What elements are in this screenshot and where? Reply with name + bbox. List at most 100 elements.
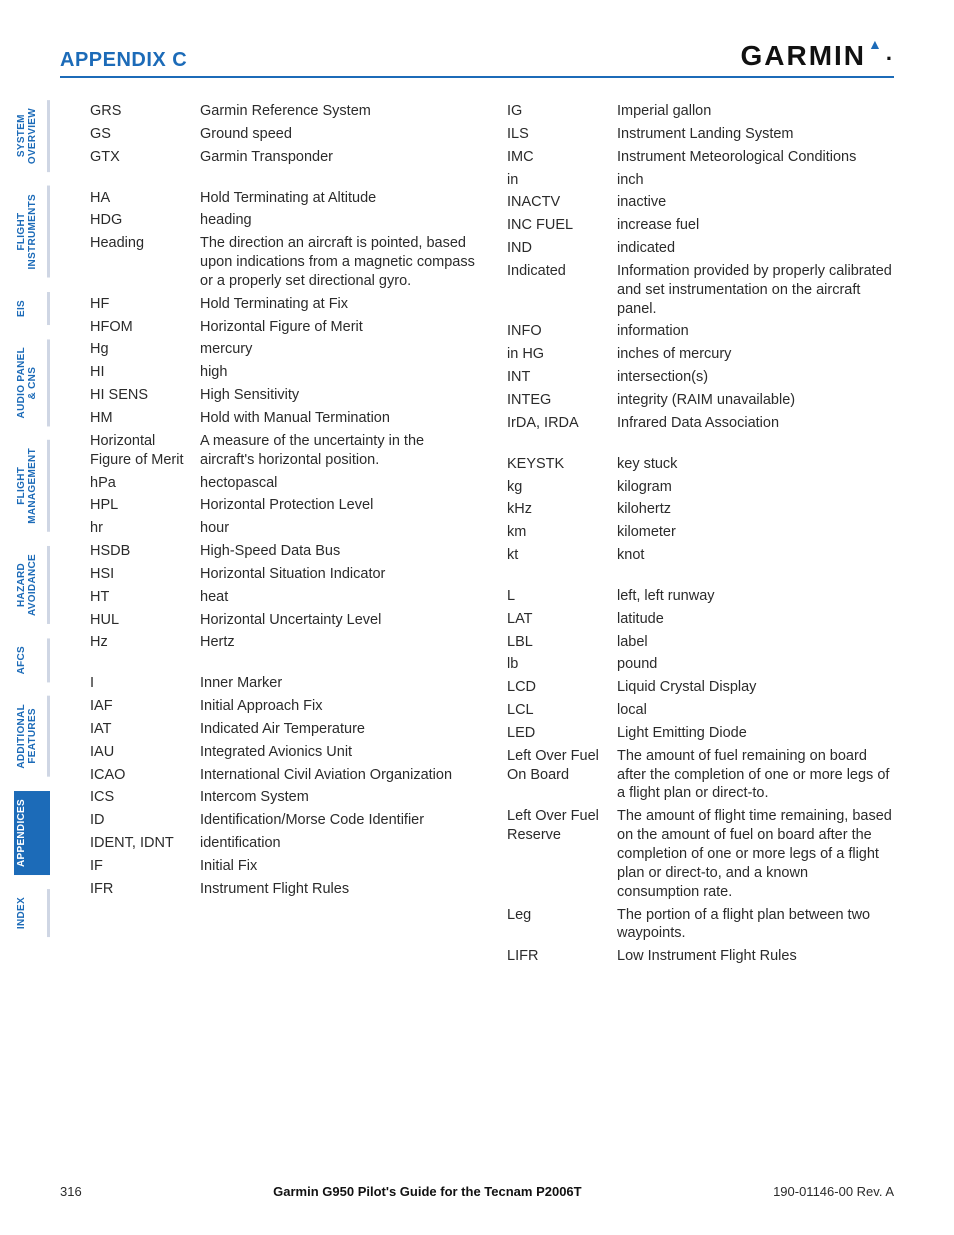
glossary-entry: kHzkilohertz bbox=[507, 500, 894, 519]
glossary-entry: INFOinformation bbox=[507, 322, 894, 341]
glossary-term: IrDA, IRDA bbox=[507, 414, 617, 433]
glossary-entry: IFRInstrument Flight Rules bbox=[90, 880, 477, 899]
glossary-definition: Horizontal Situation Indicator bbox=[200, 565, 477, 584]
glossary-entry: GSGround speed bbox=[90, 125, 477, 144]
group-gap bbox=[507, 569, 894, 587]
glossary-term: IF bbox=[90, 857, 200, 876]
glossary-definition: intersection(s) bbox=[617, 368, 894, 387]
glossary-entry: IDIdentification/Morse Code Identifier bbox=[90, 811, 477, 830]
glossary-term: hPa bbox=[90, 474, 200, 493]
glossary-definition: high bbox=[200, 363, 477, 382]
glossary-definition: The amount of flight time remaining, bas… bbox=[617, 807, 894, 901]
glossary-definition: Instrument Meteorological Conditions bbox=[617, 148, 894, 167]
glossary-definition: High Sensitivity bbox=[200, 386, 477, 405]
glossary-definition: International Civil Aviation Organizatio… bbox=[200, 766, 477, 785]
glossary-term: GTX bbox=[90, 148, 200, 167]
glossary-term: LAT bbox=[507, 610, 617, 629]
glossary-term: LED bbox=[507, 724, 617, 743]
side-tab-3[interactable]: AUDIO PANEL & CNS bbox=[14, 339, 50, 426]
glossary-entry: INTEGintegrity (RAIM unavailable) bbox=[507, 391, 894, 410]
glossary-definition: kilohertz bbox=[617, 500, 894, 519]
glossary-term: hr bbox=[90, 519, 200, 538]
side-tab-9[interactable]: INDEX bbox=[14, 889, 50, 937]
glossary-definition: Initial Approach Fix bbox=[200, 697, 477, 716]
side-tab-2[interactable]: EIS bbox=[14, 292, 50, 325]
glossary-term: Leg bbox=[507, 906, 617, 944]
glossary-definition: Hold Terminating at Fix bbox=[200, 295, 477, 314]
glossary-term: INC FUEL bbox=[507, 216, 617, 235]
glossary-term: HF bbox=[90, 295, 200, 314]
glossary-entry: HzHertz bbox=[90, 633, 477, 652]
side-tab-0[interactable]: SYSTEM OVERVIEW bbox=[14, 100, 50, 172]
glossary-term: ILS bbox=[507, 125, 617, 144]
glossary-entry: LEDLight Emitting Diode bbox=[507, 724, 894, 743]
glossary-definition: Horizontal Figure of Merit bbox=[200, 318, 477, 337]
glossary-term: I bbox=[90, 674, 200, 693]
glossary-term: lb bbox=[507, 655, 617, 674]
glossary-entry: IrDA, IRDAInfrared Data Association bbox=[507, 414, 894, 433]
glossary-definition: pound bbox=[617, 655, 894, 674]
glossary-definition: key stuck bbox=[617, 455, 894, 474]
glossary-definition: The direction an aircraft is pointed, ba… bbox=[200, 234, 477, 291]
glossary-term: IMC bbox=[507, 148, 617, 167]
glossary-entry: IAFInitial Approach Fix bbox=[90, 697, 477, 716]
side-tab-7[interactable]: ADDITIONAL FEATURES bbox=[14, 696, 50, 777]
glossary-term: kg bbox=[507, 478, 617, 497]
glossary-entry: LCLlocal bbox=[507, 701, 894, 720]
glossary-definition: inactive bbox=[617, 193, 894, 212]
glossary-entry: IFInitial Fix bbox=[90, 857, 477, 876]
glossary-term: ID bbox=[90, 811, 200, 830]
group-gap bbox=[90, 656, 477, 674]
page-number: 316 bbox=[60, 1184, 82, 1199]
glossary-entry: IDENT, IDNTidentification bbox=[90, 834, 477, 853]
glossary-term: IAF bbox=[90, 697, 200, 716]
glossary-entry: hrhour bbox=[90, 519, 477, 538]
glossary-entry: kgkilogram bbox=[507, 478, 894, 497]
glossary-definition: Garmin Reference System bbox=[200, 102, 477, 121]
glossary-definition: increase fuel bbox=[617, 216, 894, 235]
glossary-definition: mercury bbox=[200, 340, 477, 359]
glossary-term: HT bbox=[90, 588, 200, 607]
glossary-term: HA bbox=[90, 189, 200, 208]
glossary-term: Horizontal Figure of Merit bbox=[90, 432, 200, 470]
glossary-term: IG bbox=[507, 102, 617, 121]
glossary-entry: ininch bbox=[507, 171, 894, 190]
glossary-term: Hz bbox=[90, 633, 200, 652]
glossary-term: LCD bbox=[507, 678, 617, 697]
glossary-term: km bbox=[507, 523, 617, 542]
side-tab-6[interactable]: AFCS bbox=[14, 638, 50, 682]
glossary-term: kHz bbox=[507, 500, 617, 519]
glossary-definition: Intercom System bbox=[200, 788, 477, 807]
glossary-definition: Integrated Avionics Unit bbox=[200, 743, 477, 762]
glossary-definition: information bbox=[617, 322, 894, 341]
glossary-term: HM bbox=[90, 409, 200, 428]
glossary-definition: Information provided by properly calibra… bbox=[617, 262, 894, 319]
glossary-term: HSI bbox=[90, 565, 200, 584]
glossary-definition: Horizontal Protection Level bbox=[200, 496, 477, 515]
glossary-term: in bbox=[507, 171, 617, 190]
glossary-term: INT bbox=[507, 368, 617, 387]
side-tab-8[interactable]: APPENDICES bbox=[14, 791, 50, 875]
glossary-term: Left Over Fuel On Board bbox=[507, 747, 617, 804]
side-tab-1[interactable]: FLIGHT INSTRUMENTS bbox=[14, 186, 50, 278]
glossary-definition: heading bbox=[200, 211, 477, 230]
glossary-term: IDENT, IDNT bbox=[90, 834, 200, 853]
glossary-definition: Light Emitting Diode bbox=[617, 724, 894, 743]
glossary-entry: LBLlabel bbox=[507, 633, 894, 652]
glossary-term: INFO bbox=[507, 322, 617, 341]
group-gap bbox=[507, 437, 894, 455]
glossary-term: ICS bbox=[90, 788, 200, 807]
glossary-term: GS bbox=[90, 125, 200, 144]
group-gap bbox=[90, 171, 477, 189]
glossary-definition: heat bbox=[200, 588, 477, 607]
glossary-entry: Lleft, left runway bbox=[507, 587, 894, 606]
glossary-entry: IInner Marker bbox=[90, 674, 477, 693]
glossary-term: IFR bbox=[90, 880, 200, 899]
glossary-term: Hg bbox=[90, 340, 200, 359]
glossary-definition: Low Instrument Flight Rules bbox=[617, 947, 894, 966]
glossary-definition: Infrared Data Association bbox=[617, 414, 894, 433]
side-tab-4[interactable]: FLIGHT MANAGEMENT bbox=[14, 440, 50, 532]
side-tab-5[interactable]: HAZARD AVOIDANCE bbox=[14, 546, 50, 624]
glossary-entry: LATlatitude bbox=[507, 610, 894, 629]
glossary-term: Left Over Fuel Reserve bbox=[507, 807, 617, 901]
